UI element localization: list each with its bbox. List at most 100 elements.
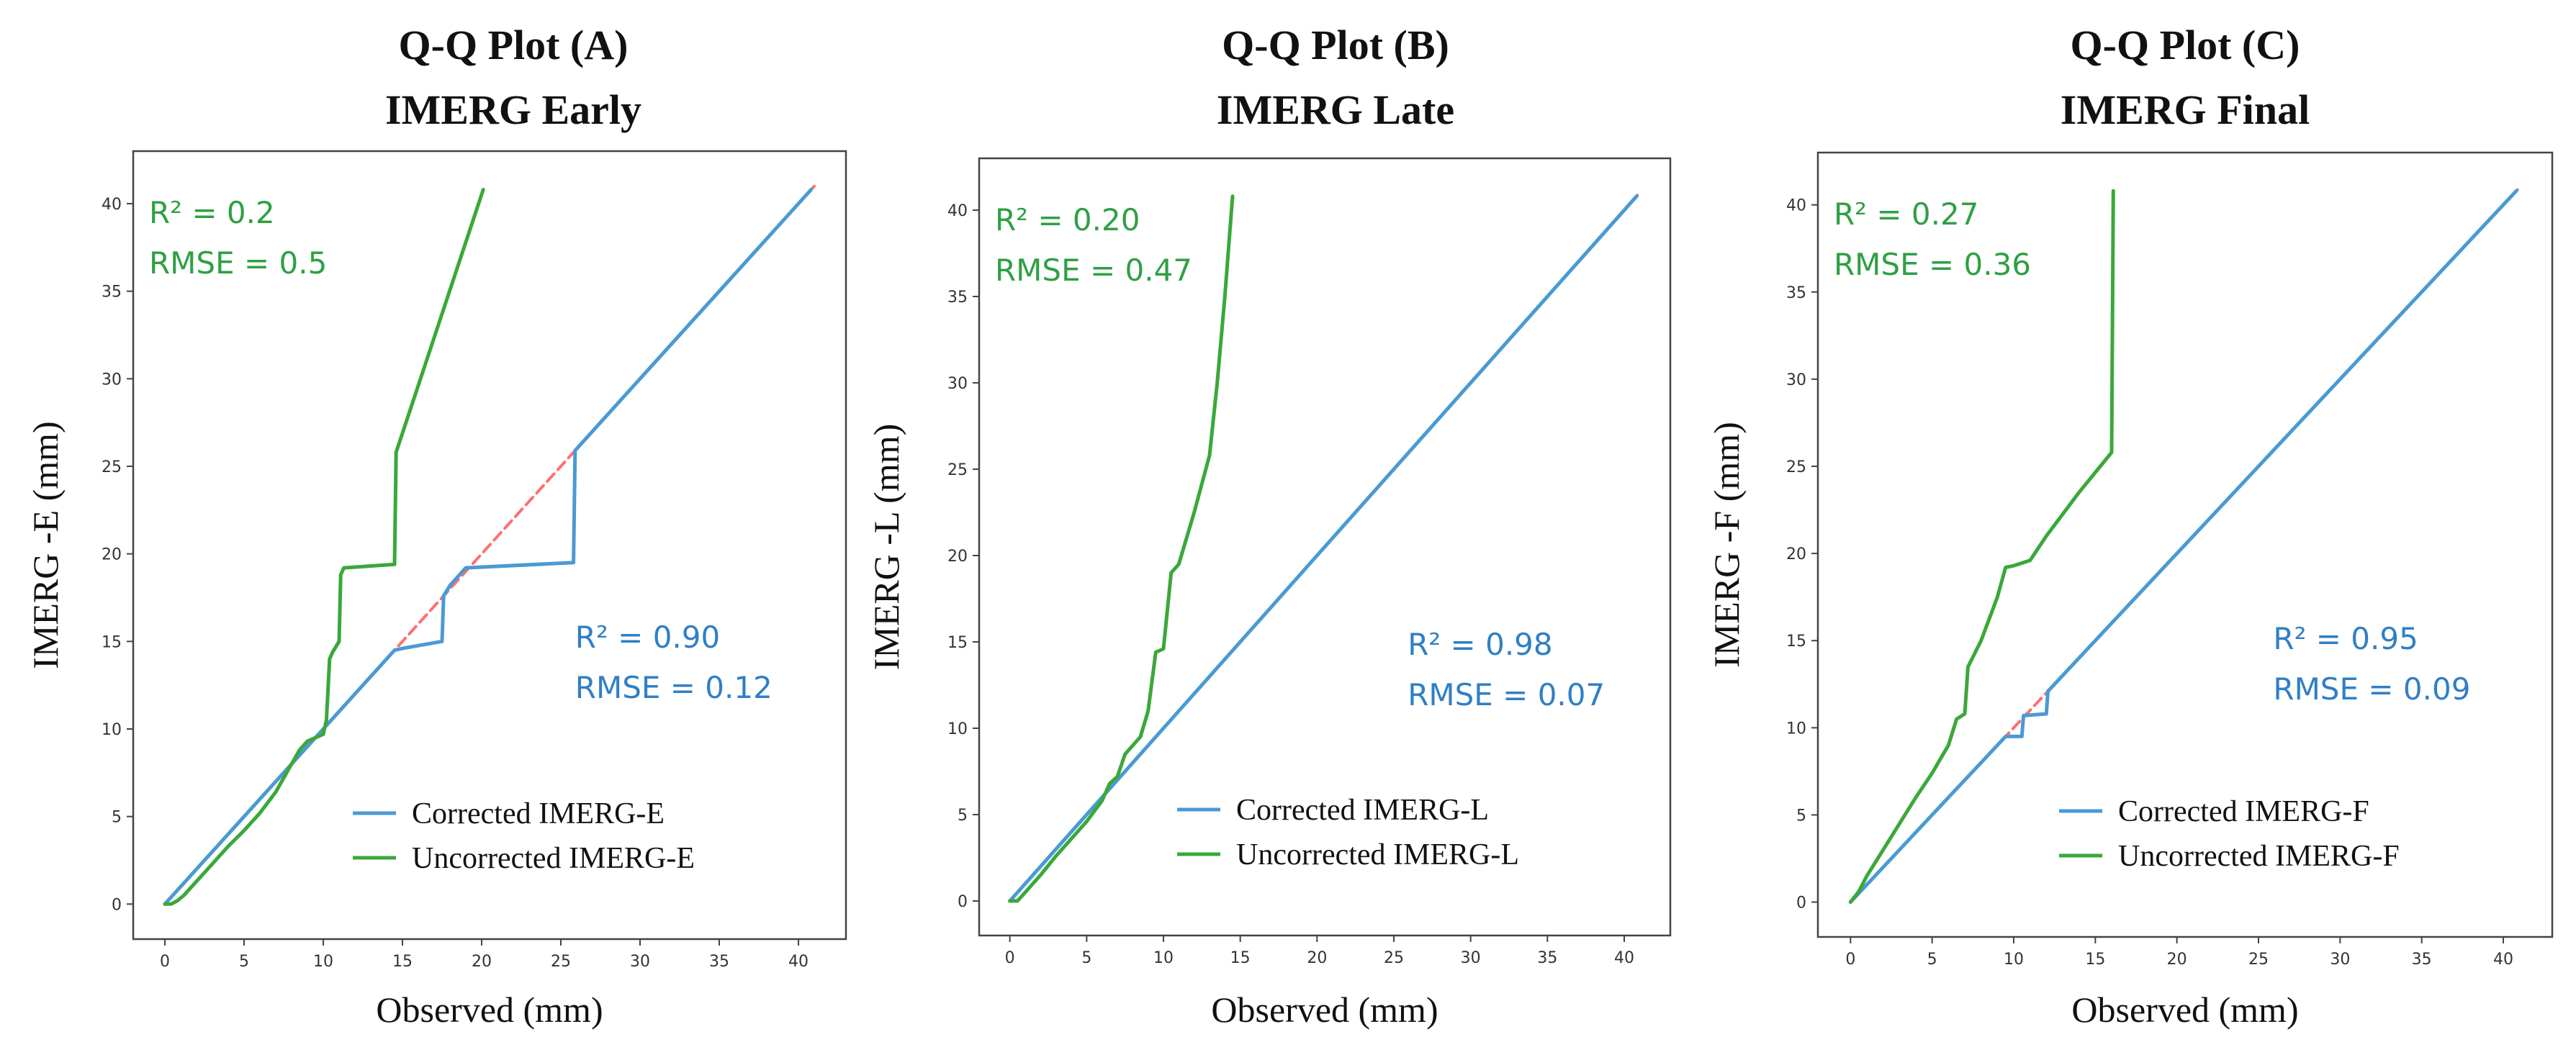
legend-label-uncorrected: Uncorrected IMERG-F	[2118, 840, 2400, 873]
series-line-uncorrected	[1008, 194, 1235, 903]
y-tick-label: 20	[1786, 545, 1806, 563]
legend-label-corrected: Corrected IMERG-F	[2118, 795, 2369, 828]
legend: Corrected IMERG-F Uncorrected IMERG-F	[2059, 795, 2400, 873]
y-axis-label: IMERG -F (mm)	[1706, 422, 1747, 668]
x-tick-label: 25	[1384, 949, 1404, 967]
y-tick-label: 15	[947, 634, 968, 652]
y-tick-label: 35	[102, 284, 122, 302]
legend-label-uncorrected: Uncorrected IMERG-L	[1236, 838, 1519, 871]
x-tick-label: 35	[2412, 951, 2432, 969]
y-tick-label: 25	[102, 458, 122, 476]
corrected-r2-label: R² = 0.98	[1408, 627, 1552, 662]
y-tick-label: 0	[958, 893, 968, 911]
chart-subtitle: IMERG Final	[2061, 86, 2310, 133]
x-tick-label: 0	[160, 953, 170, 971]
legend-label-corrected: Corrected IMERG-E	[412, 797, 665, 830]
x-tick-label: 10	[313, 953, 333, 971]
x-tick-label: 15	[2085, 951, 2105, 969]
y-tick-label: 15	[1786, 633, 1806, 651]
qq-panel-b: Q-Q Plot (B) IMERG Late 0 5 10 15 20 25 30 35 40 0 5…	[866, 22, 1672, 1030]
uncorrected-r2-label: R² = 0.2	[149, 195, 275, 230]
x-tick-label: 40	[788, 953, 809, 971]
legend: Corrected IMERG-L Uncorrected IMERG-L	[1177, 794, 1519, 871]
x-tick-label: 5	[239, 953, 249, 971]
y-tick-label: 5	[112, 809, 122, 827]
y-tick-label: 15	[102, 633, 122, 651]
plot-frame	[1816, 151, 2554, 938]
x-axis-label: Observed (mm)	[376, 989, 603, 1030]
x-tick-label: 25	[551, 953, 571, 971]
x-tick-label: 25	[2248, 951, 2269, 969]
x-tick-label: 20	[2167, 951, 2187, 969]
x-axis-label: Observed (mm)	[1211, 989, 1438, 1030]
series-line-corrected	[1848, 189, 2518, 905]
y-tick-label: 10	[1786, 720, 1806, 738]
x-tick-label: 5	[1081, 949, 1091, 967]
series-line-corrected	[1008, 194, 1639, 903]
y-tick-label: 40	[947, 202, 968, 220]
legend-label-uncorrected: Uncorrected IMERG-E	[412, 842, 695, 875]
y-tick-label: 10	[102, 721, 122, 739]
x-tick-label: 35	[709, 953, 729, 971]
uncorrected-rmse-label: RMSE = 0.47	[995, 253, 1192, 288]
x-tick-label: 10	[2004, 951, 2024, 969]
y-tick-label: 40	[102, 196, 122, 214]
corrected-rmse-label: RMSE = 0.09	[2273, 671, 2470, 707]
y-tick-label: 25	[947, 461, 968, 479]
x-tick-label: 10	[1153, 949, 1174, 967]
uncorrected-rmse-label: RMSE = 0.36	[1834, 247, 2031, 282]
series-line-corrected	[163, 188, 814, 906]
x-tick-label: 15	[1230, 949, 1251, 967]
corrected-rmse-label: RMSE = 0.07	[1408, 677, 1605, 712]
x-tick-label: 40	[1614, 949, 1634, 967]
y-tick-label: 30	[1786, 371, 1806, 389]
y-tick-label: 0	[1796, 894, 1806, 912]
y-tick-label: 25	[1786, 458, 1806, 476]
y-tick-label: 35	[1786, 284, 1806, 302]
y-tick-label: 0	[112, 896, 122, 914]
x-tick-label: 40	[2493, 951, 2513, 969]
chart-title: Q-Q Plot (C)	[2071, 22, 2300, 68]
x-tick-label: 35	[1537, 949, 1557, 967]
uncorrected-rmse-label: RMSE = 0.5	[149, 245, 327, 281]
x-tick-label: 30	[1461, 949, 1481, 967]
x-tick-label: 0	[1845, 951, 1855, 969]
qq-panel-a: Q-Q Plot (A) IMERG Early 0 5 10 15 20 25 30 35 40 0…	[25, 22, 847, 1030]
x-tick-label: 0	[1005, 949, 1015, 967]
y-tick-label: 40	[1786, 197, 1806, 215]
y-tick-label: 20	[947, 548, 968, 566]
series-line-uncorrected	[163, 188, 485, 906]
uncorrected-r2-label: R² = 0.27	[1834, 196, 1978, 232]
chart-title: Q-Q Plot (A)	[399, 22, 629, 68]
y-tick-label: 35	[947, 289, 968, 307]
y-tick-label: 5	[958, 807, 968, 825]
x-tick-label: 20	[472, 953, 492, 971]
chart-subtitle: IMERG Late	[1217, 86, 1454, 133]
legend-label-corrected: Corrected IMERG-L	[1236, 794, 1489, 827]
x-axis-label: Observed (mm)	[2071, 989, 2298, 1030]
chart-title: Q-Q Plot (B)	[1222, 22, 1449, 68]
qq-panel-c: Q-Q Plot (C) IMERG Final 0 5 10 15 20 25 30 35 40 0…	[1706, 22, 2554, 1030]
y-tick-label: 30	[102, 371, 122, 389]
corrected-r2-label: R² = 0.90	[575, 620, 720, 655]
plot-frame	[132, 150, 847, 941]
y-tick-label: 30	[947, 375, 968, 393]
y-tick-label: 20	[102, 546, 122, 564]
x-tick-label: 30	[2330, 951, 2350, 969]
series-line-uncorrected	[1848, 189, 2115, 905]
y-tick-label: 10	[947, 720, 968, 738]
corrected-rmse-label: RMSE = 0.12	[575, 670, 773, 705]
uncorrected-r2-label: R² = 0.20	[995, 202, 1140, 237]
x-tick-label: 15	[392, 953, 413, 971]
legend: Corrected IMERG-E Uncorrected IMERG-E	[353, 797, 695, 875]
x-tick-label: 5	[1927, 951, 1937, 969]
y-axis-label: IMERG -L (mm)	[866, 424, 906, 671]
x-tick-label: 20	[1307, 949, 1327, 967]
chart-subtitle: IMERG Early	[385, 86, 641, 133]
y-tick-label: 5	[1796, 807, 1806, 825]
x-tick-label: 30	[630, 953, 650, 971]
corrected-r2-label: R² = 0.95	[2273, 621, 2418, 656]
plot-frame	[978, 157, 1672, 937]
y-axis-label: IMERG -E (mm)	[25, 421, 66, 669]
